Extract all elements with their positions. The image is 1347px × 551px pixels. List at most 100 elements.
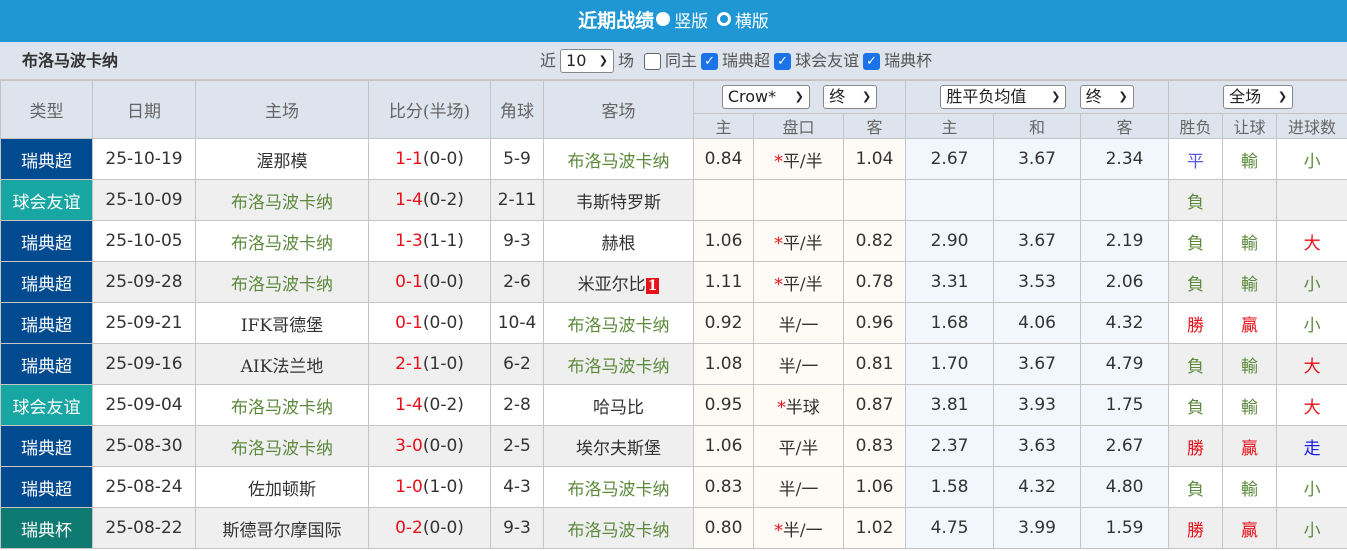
home-team: 渥那模 <box>256 151 308 172</box>
odds-value: 0.81 <box>855 354 894 374</box>
handicap-period-select[interactable]: 终 ❯ <box>823 85 878 109</box>
odds-value: 4.79 <box>1105 354 1144 374</box>
full-time-score: 1-4 <box>395 190 423 210</box>
handicap-away: 1.06 <box>842 466 907 508</box>
odds-value: 1.58 <box>930 477 969 497</box>
euro-header: 胜平负均值 ❯ 终 ❯ <box>905 80 1170 114</box>
euro-home <box>905 179 995 221</box>
home-cell: 佐加顿斯 <box>195 466 369 508</box>
result-wl: 勝 <box>1168 507 1224 549</box>
home-team: 布洛马波卡纳 <box>231 438 333 459</box>
full-time-score: 0-1 <box>395 313 423 333</box>
result-ah: 輸 <box>1222 466 1278 508</box>
filter-bar: 布洛马波卡纳 近 10 ❯ 场 同主 ✓ 瑞典超 ✓ 球会友谊 ✓ 瑞典杯 <box>0 42 1347 80</box>
recent-count-select[interactable]: 10 ❯ <box>560 49 615 73</box>
full-time-score: 1-3 <box>395 231 423 251</box>
half-time-score: (1-1) <box>422 231 464 251</box>
match-date: 25-08-30 <box>105 436 183 456</box>
match-type: 球会友谊 <box>12 192 81 213</box>
handicap-line: 平/半 <box>782 151 823 172</box>
away-cell: 米亚尔比 1 <box>543 261 694 303</box>
full-time-score: 0-1 <box>395 272 423 292</box>
chevron-down-icon: ❯ <box>862 90 872 103</box>
odds-value: 2.67 <box>1105 436 1144 456</box>
match-row[interactable]: 球会友谊 25-09-04 布洛马波卡纳 1-4(0-2) 2-8 哈马比 0.95 *半球 0… <box>0 384 1347 426</box>
same-home-checkbox[interactable] <box>644 52 662 70</box>
layout-option-horizontal[interactable]: 横版 <box>715 12 769 32</box>
result-ah: 輸 <box>1241 151 1259 172</box>
match-row[interactable]: 瑞典超 25-09-28 布洛马波卡纳 0-1(0-0) 2-6 米亚尔比 1 1.11 *平/… <box>0 261 1347 303</box>
comp-label: 瑞典超 <box>722 51 771 70</box>
type-cell: 瑞典超 <box>0 138 93 180</box>
half-time-score: (0-0) <box>422 149 464 169</box>
full-time-score: 1-0 <box>395 477 423 497</box>
subcol-7: 让球 <box>1222 113 1278 139</box>
match-date: 25-09-16 <box>105 354 183 374</box>
checkbox-cup[interactable]: ✓ <box>863 52 881 70</box>
select-value: 终 <box>1085 87 1102 106</box>
match-row[interactable]: 瑞典超 25-09-16 AIK法兰地 2-1(1-0) 6-2 布洛马波卡纳 1.08 半/… <box>0 343 1347 385</box>
handicap-line: 平/半 <box>782 233 823 254</box>
result-wl: 勝 <box>1187 315 1205 336</box>
result-ou: 走 <box>1276 425 1347 467</box>
handicap-line: *平/半 <box>753 261 844 303</box>
star-marker: * <box>774 151 783 172</box>
handicap-line: 半/一 <box>753 343 844 385</box>
red-card-badge: 1 <box>645 277 660 294</box>
full-time-score: 1-1 <box>395 149 423 169</box>
euro-draw: 3.67 <box>993 138 1082 180</box>
odds-value: 1.75 <box>1105 395 1144 415</box>
handicap-line: *平/半 <box>753 138 844 180</box>
type-cell: 瑞典超 <box>0 343 93 385</box>
recent-count-value: 10 <box>566 51 587 70</box>
result-ou: 大 <box>1276 343 1347 385</box>
match-row[interactable]: 瑞典超 25-08-30 布洛马波卡纳 3-0(0-0) 2-5 埃尔夫斯堡 1.06 平/半… <box>0 425 1347 467</box>
corner-cell: 4-3 <box>490 466 544 508</box>
match-date: 25-08-24 <box>105 477 183 497</box>
type-cell: 瑞典杯 <box>0 507 93 549</box>
handicap-line: 半/一 <box>753 302 844 344</box>
checkbox-friendly[interactable]: ✓ <box>774 52 792 70</box>
result-wl: 負 <box>1168 261 1224 303</box>
result-wl: 勝 <box>1168 302 1224 344</box>
match-row[interactable]: 球会友谊 25-10-09 布洛马波卡纳 1-4(0-2) 2-11 韦斯特罗斯 負 <box>0 179 1347 221</box>
result-ah: 贏 <box>1222 302 1278 344</box>
score-cell: 0-1(0-0) <box>368 261 491 303</box>
home-team: 布洛马波卡纳 <box>231 192 333 213</box>
match-row[interactable]: 瑞典超 25-09-21 IFK哥德堡 0-1(0-0) 10-4 布洛马波卡纳 0.92 半… <box>0 302 1347 344</box>
team-name: 布洛马波卡纳 <box>22 51 119 70</box>
match-row[interactable]: 瑞典杯 25-08-22 斯德哥尔摩国际 0-2(0-0) 9-3 布洛马波卡纳 0.80 *… <box>0 507 1347 549</box>
score-cell: 0-1(0-0) <box>368 302 491 344</box>
recent-suffix: 场 <box>618 51 635 70</box>
layout-option-vertical[interactable]: 竖版 <box>654 12 708 32</box>
half-time-score: (0-2) <box>422 395 464 415</box>
match-row[interactable]: 瑞典超 25-10-05 布洛马波卡纳 1-3(1-1) 9-3 赫根 1.06 *平/半 0.… <box>0 220 1347 262</box>
radio-selected-icon[interactable] <box>656 12 671 26</box>
checkbox-ruidianchao[interactable]: ✓ <box>701 52 719 70</box>
handicap-company-select[interactable]: Crow* ❯ <box>721 85 810 109</box>
home-cell: 布洛马波卡纳 <box>195 261 369 303</box>
result-scope-select[interactable]: 全场 ❯ <box>1223 85 1294 109</box>
handicap-home: 1.06 <box>693 220 754 262</box>
match-type: 球会友谊 <box>12 397 81 418</box>
match-date: 25-08-22 <box>105 518 183 538</box>
handicap-home: 0.92 <box>693 302 754 344</box>
match-row[interactable]: 瑞典超 25-08-24 佐加顿斯 1-0(1-0) 4-3 布洛马波卡纳 0.83 半/一 1… <box>0 466 1347 508</box>
result-ou: 大 <box>1276 220 1347 262</box>
euro-period-select[interactable]: 终 ❯ <box>1079 85 1134 109</box>
match-row[interactable]: 瑞典超 25-10-19 渥那模 1-1(0-0) 5-9 布洛马波卡纳 0.84 *平/半 1… <box>0 138 1347 180</box>
handicap-home: 1.11 <box>693 261 754 303</box>
result-ou: 小 <box>1276 138 1347 180</box>
score-cell: 1-4(0-2) <box>368 384 491 426</box>
euro-type-select[interactable]: 胜平负均值 ❯ <box>940 85 1067 109</box>
euro-away: 2.19 <box>1080 220 1170 262</box>
home-cell: 斯德哥尔摩国际 <box>195 507 369 549</box>
odds-value: 4.75 <box>930 518 969 538</box>
date-cell: 25-08-24 <box>92 466 196 508</box>
radio-unselected-icon[interactable] <box>716 12 731 26</box>
type-cell: 瑞典超 <box>0 466 93 508</box>
odds-value: 1.06 <box>704 231 743 251</box>
away-team: 韦斯特罗斯 <box>576 192 661 213</box>
half-time-score: (0-0) <box>422 436 464 456</box>
result-ah: 輸 <box>1241 397 1259 418</box>
